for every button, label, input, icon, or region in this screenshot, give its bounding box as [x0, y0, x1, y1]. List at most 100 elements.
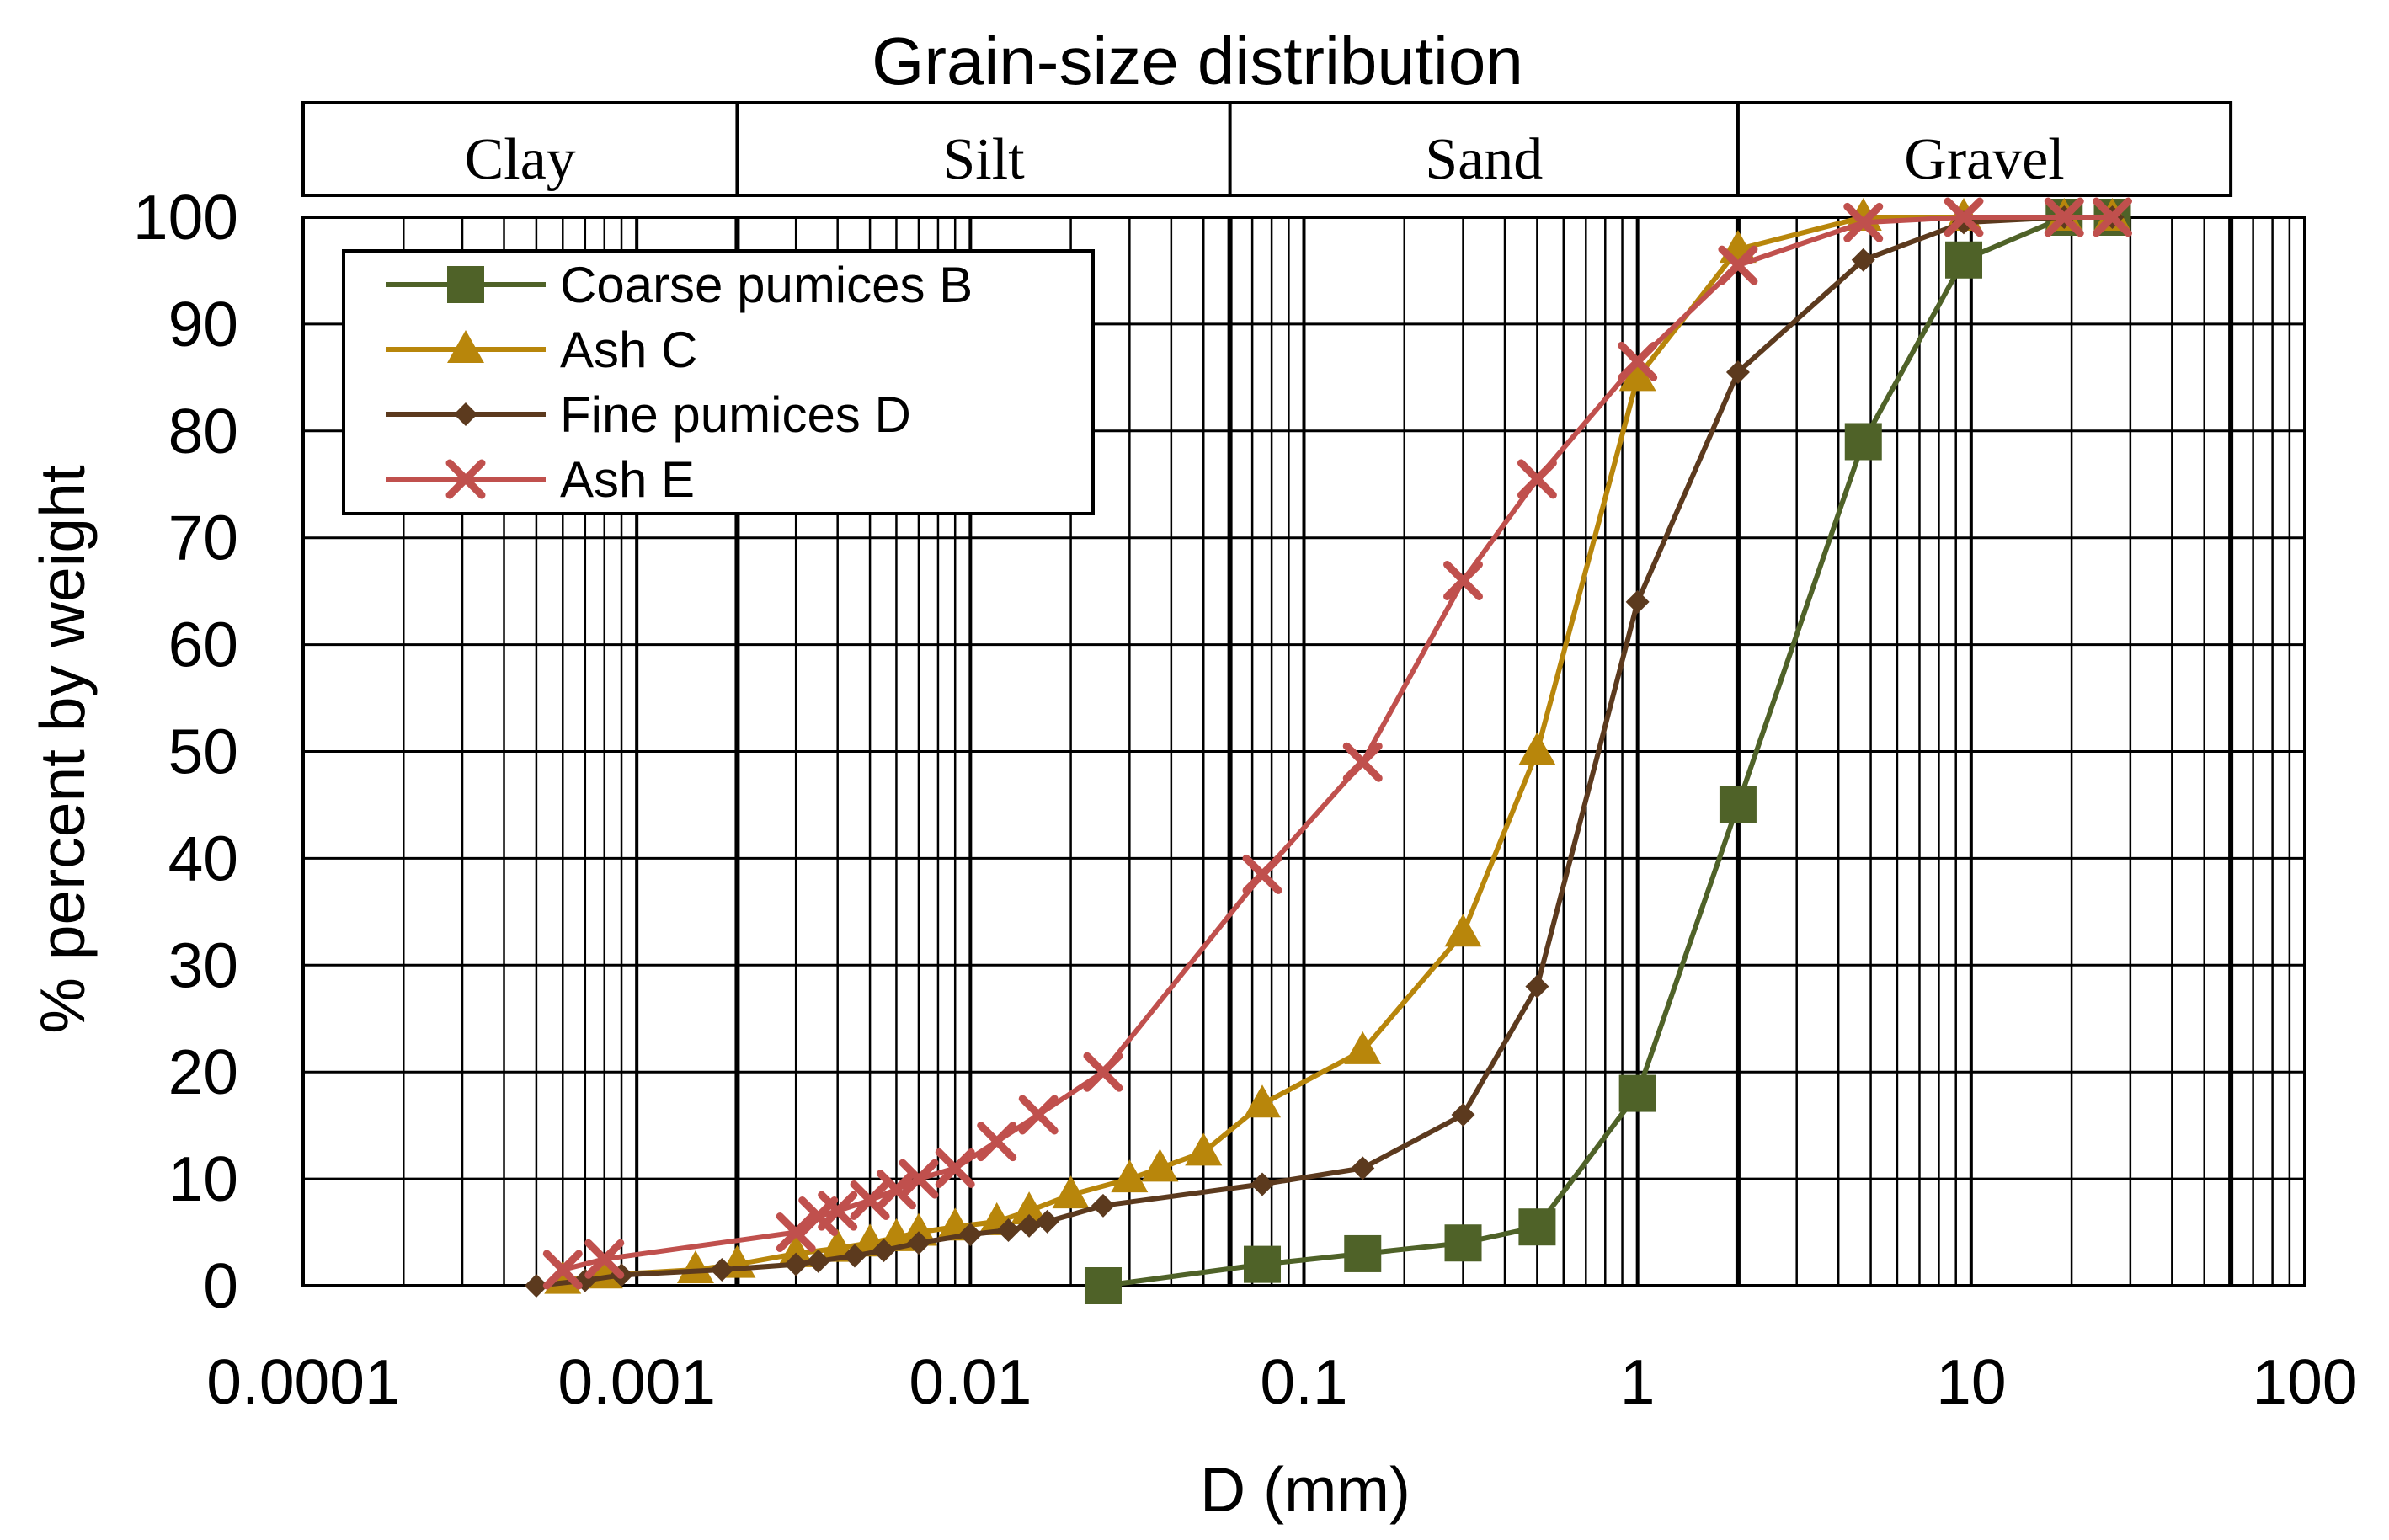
data-point-fine-pumices-d	[1017, 1213, 1042, 1238]
data-point-ash-c	[676, 1250, 714, 1283]
data-point-ash-c	[1052, 1175, 1090, 1209]
data-point-fine-pumices-d	[524, 1274, 548, 1298]
marker-stroke	[818, 1191, 858, 1231]
data-point-fine-pumices-d	[872, 1239, 896, 1263]
data-point-fine-pumices-d	[1725, 360, 1750, 385]
y-tick-label: 50	[168, 717, 238, 787]
series-line-ash-e	[562, 215, 2113, 1272]
band-label-silt: Silt	[942, 127, 1025, 192]
marker-stroke	[899, 1159, 939, 1199]
data-point-coarse-pumices-b	[1719, 786, 1757, 823]
legend: Coarse pumices B Ash C Fine pumices D Ash E	[342, 249, 1095, 515]
data-point-coarse-pumices-b	[1945, 241, 1983, 279]
data-point-ash-e	[542, 1250, 583, 1290]
marker-stroke	[1843, 202, 1884, 242]
series-coarse-pumices-b	[1084, 199, 2131, 1304]
marker-stroke	[977, 1122, 1017, 1162]
marker-stroke	[445, 459, 486, 499]
data-point-coarse-pumices-b	[1844, 423, 1882, 461]
data-point-fine-pumices-d	[1625, 589, 1650, 614]
y-tick-label: 40	[168, 823, 238, 893]
data-point-fine-pumices-d	[1851, 248, 1875, 272]
data-point-ash-c	[899, 1212, 937, 1246]
data-point-ash-c	[1011, 1191, 1048, 1225]
band-label-gravel: Gravel	[1904, 127, 2064, 192]
legend-marker	[445, 459, 486, 499]
data-point-ash-c	[1344, 1031, 1382, 1064]
data-point-fine-pumices-d	[996, 1218, 1021, 1243]
data-point-fine-pumices-d	[784, 1252, 808, 1276]
plot-frame	[301, 216, 2306, 1287]
data-point-fine-pumices-d	[1250, 1172, 1275, 1196]
y-axis-label: % percent by weight	[27, 465, 98, 1034]
data-point-fine-pumices-d	[958, 1223, 983, 1247]
data-point-ash-c	[1244, 1084, 1282, 1118]
data-point-ash-e	[1018, 1095, 1059, 1135]
legend-label: Fine pumices D	[560, 386, 911, 443]
data-point-fine-pumices-d	[1351, 1156, 1375, 1180]
data-point-ash-e	[2093, 197, 2133, 237]
data-point-ash-c	[1141, 1148, 1179, 1182]
data-point-ash-e	[1517, 459, 1557, 499]
marker-stroke	[1718, 245, 1758, 285]
legend-item-fine-pumices-d: Fine pumices D	[386, 386, 911, 443]
x-tick-label: 0.001	[557, 1346, 716, 1417]
legend-marker	[447, 266, 484, 303]
data-point-ash-e	[977, 1122, 1017, 1162]
marker-stroke	[2044, 197, 2084, 237]
legend-marker	[447, 330, 484, 363]
marker-stroke	[1342, 742, 1383, 782]
data-point-ash-e	[1443, 560, 1484, 600]
data-point-coarse-pumices-b	[1344, 1234, 1382, 1272]
y-tick-label: 90	[168, 289, 238, 360]
y-axis-tick-labels: 0 10 20 30 40 50 60 70 80 90 100	[133, 182, 238, 1321]
data-point-coarse-pumices-b	[1244, 1245, 1282, 1283]
series-layer	[524, 197, 2133, 1304]
data-point-ash-c	[777, 1234, 815, 1267]
data-point-ash-e	[899, 1159, 939, 1199]
data-point-fine-pumices-d	[1091, 1193, 1115, 1218]
series-ash-e	[542, 197, 2133, 1290]
data-point-ash-e	[818, 1191, 858, 1231]
data-point-fine-pumices-d	[842, 1244, 867, 1268]
marker-stroke	[935, 1148, 975, 1188]
data-point-ash-e	[1618, 341, 1658, 381]
band-label-clay: Clay	[465, 127, 576, 192]
data-point-ash-c	[1518, 732, 1556, 765]
data-point-coarse-pumices-b	[1084, 1267, 1122, 1304]
x-tick-label: 1	[1620, 1346, 1656, 1417]
data-point-ash-e	[776, 1212, 816, 1253]
legend-label: Ash C	[560, 322, 697, 378]
grain-band-header: Clay Silt Sand Gravel	[301, 101, 2233, 197]
y-tick-label: 80	[168, 396, 238, 466]
data-point-fine-pumices-d	[1451, 1102, 1475, 1127]
legend-item-ash-e: Ash E	[386, 451, 695, 508]
data-point-fine-pumices-d	[1035, 1209, 1059, 1234]
data-point-ash-c	[1444, 914, 1482, 947]
data-point-ash-e	[1718, 245, 1758, 285]
marker-stroke	[1018, 1095, 1059, 1135]
band-header-box	[301, 101, 2233, 197]
data-point-ash-c	[1185, 1132, 1223, 1166]
data-point-ash-e	[935, 1148, 975, 1188]
marker-stroke	[584, 1239, 625, 1279]
data-point-ash-e	[584, 1239, 625, 1279]
series-fine-pumices-d	[524, 205, 2125, 1298]
y-tick-label: 100	[133, 182, 238, 253]
data-point-fine-pumices-d	[1525, 974, 1549, 999]
marker-stroke	[850, 1180, 890, 1220]
x-tick-label: 0.01	[909, 1346, 1032, 1417]
marker-stroke	[542, 1250, 583, 1290]
marker-stroke	[1242, 854, 1282, 894]
plot-area-border	[301, 216, 2306, 1287]
marker-stroke	[1443, 560, 1484, 600]
x-tick-label: 0.0001	[206, 1346, 399, 1417]
data-point-fine-pumices-d	[710, 1257, 734, 1282]
data-point-ash-e	[1342, 742, 1383, 782]
data-point-ash-e	[1242, 854, 1282, 894]
data-point-ash-e	[876, 1170, 916, 1210]
data-point-fine-pumices-d	[906, 1231, 931, 1255]
x-tick-label: 0.1	[1260, 1346, 1347, 1417]
legend-label: Coarse pumices B	[560, 257, 973, 313]
x-tick-label: 10	[1936, 1346, 2006, 1417]
